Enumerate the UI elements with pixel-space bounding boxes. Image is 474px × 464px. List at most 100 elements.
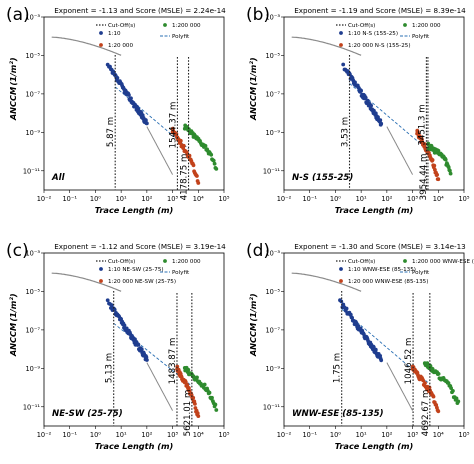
data-point: [186, 367, 191, 372]
legend-entry: 1:200 000 WNW-ESE (85-135): [412, 259, 474, 265]
data-point: [373, 347, 378, 352]
y-tick-label: 10⁻⁹: [25, 129, 40, 137]
x-tick-label: 10⁰: [90, 195, 101, 203]
y-axis-unit: (1/m²): [8, 293, 18, 321]
data-point: [212, 161, 217, 166]
cut-off-label: 4692.67 m: [421, 390, 431, 437]
data-point: [145, 358, 149, 362]
y-tick-label: 10⁻⁷: [25, 326, 40, 334]
series-points: [175, 364, 201, 418]
panel-label: (c): [6, 241, 29, 261]
data-point: [115, 76, 120, 80]
x-tick-label: 10³: [167, 431, 178, 439]
legend-swatch: [339, 31, 343, 35]
cut-off-label: 3954.44 m: [419, 154, 429, 201]
x-tick-label: 10⁻¹: [302, 195, 317, 203]
x-tick-label: 10⁻¹: [302, 431, 317, 439]
legend-entry: Cut-Off(s): [108, 23, 135, 29]
data-point: [195, 411, 200, 415]
data-point: [181, 143, 186, 148]
data-point: [448, 171, 453, 176]
data-point: [344, 306, 349, 311]
chart-title: Exponent = -1.12 and Score (MSLE) = 3.19…: [54, 242, 226, 251]
cut-off-label: 3451.3 m: [417, 104, 427, 145]
data-point: [431, 394, 436, 399]
chart-panel-2: (b) Exponent = -1.19 and Score (MSLE) = 8…: [246, 5, 470, 215]
data-point: [105, 298, 110, 303]
grey-trend-curve: [291, 272, 362, 292]
x-tick-label: 10¹: [356, 431, 367, 439]
data-point: [359, 88, 363, 93]
x-tick-label: 10⁰: [90, 431, 101, 439]
data-point: [448, 168, 452, 173]
data-point: [356, 324, 361, 328]
plot-area: [291, 272, 461, 426]
grey-tail-curve: [386, 126, 414, 175]
data-point: [363, 95, 368, 100]
series-points: [182, 365, 219, 412]
y-tick-label: 10⁻⁷: [25, 90, 40, 98]
x-tick-label: 10⁴: [193, 431, 204, 439]
x-tick-label: 10¹: [116, 195, 127, 203]
y-tick-label: 10⁻⁵: [265, 288, 280, 296]
legend-entry: 1:200 000: [172, 23, 201, 29]
legend: Cut-Off(s) 1:10 1:20 000 1:200 000 Polyfit: [96, 23, 201, 49]
y-tick-label: 10⁻¹¹: [23, 167, 41, 175]
chart-title: Exponent = -1.13 and Score (MSLE) = 2.24…: [54, 6, 226, 15]
data-point: [203, 144, 208, 148]
data-point: [214, 408, 219, 412]
legend-entry: Polyfit: [172, 34, 190, 40]
series-points: [105, 298, 149, 362]
data-point: [191, 163, 196, 168]
x-tick-label: 10⁰: [330, 431, 341, 439]
cut-off-label: 4178.75 m: [180, 154, 190, 201]
x-tick-label: 10⁻²: [277, 195, 292, 203]
y-axis-unit: (1/m²): [248, 293, 258, 321]
data-point: [443, 157, 448, 162]
x-tick-label: 10³: [407, 431, 418, 439]
data-point: [211, 158, 216, 163]
series-points: [338, 298, 384, 363]
series-points: [422, 361, 461, 405]
series-points: [105, 62, 149, 126]
data-point: [430, 158, 435, 162]
series-points: [426, 141, 453, 176]
data-point: [341, 62, 346, 67]
legend-entry: Cut-Off(s): [108, 259, 135, 265]
panel-annotation: NE-SW (25-75): [52, 409, 123, 419]
legend-entry: 1:200 000: [172, 259, 201, 265]
grey-tail-curve: [146, 362, 174, 411]
y-tick-label: 10⁻⁷: [265, 326, 280, 334]
data-point: [195, 375, 199, 380]
chart-title: Exponent = -1.19 and Score (MSLE) = 8.39…: [294, 6, 466, 15]
data-point: [430, 367, 435, 371]
legend-entry: 1:20 000 N-S (155-25): [348, 43, 411, 49]
cut-off-label: 5.13 m: [105, 353, 115, 383]
cut-off-label: 3.53 m: [341, 117, 351, 147]
data-point: [196, 414, 201, 418]
data-point: [451, 389, 455, 393]
legend-entry: Polyfit: [172, 270, 190, 276]
grey-trend-curve: [291, 36, 362, 56]
data-point: [122, 323, 127, 328]
x-tick-label: 10⁻²: [277, 431, 292, 439]
y-tick-label: 10⁻⁵: [25, 288, 40, 296]
legend-entry: Cut-Off(s): [348, 259, 375, 265]
series-points: [170, 126, 201, 185]
y-tick-label: 10⁻⁹: [265, 129, 280, 137]
cut-off-label: 1483.87 m: [168, 338, 178, 385]
data-point: [436, 372, 441, 376]
legend-swatch: [339, 279, 343, 283]
legend-swatch: [99, 279, 103, 283]
y-tick-label: 10⁻¹¹: [263, 167, 281, 175]
x-tick-label: 10⁻²: [37, 431, 52, 439]
data-point: [139, 347, 144, 352]
data-point: [145, 121, 149, 126]
legend-swatch: [163, 23, 167, 27]
y-tick-label: 10⁻¹¹: [23, 403, 41, 411]
grey-tail-curve: [386, 362, 414, 411]
y-axis-label: ANCCM: [248, 323, 258, 357]
legend-swatch: [163, 259, 167, 263]
y-tick-label: 10⁻³: [25, 14, 40, 22]
data-point: [423, 381, 427, 385]
